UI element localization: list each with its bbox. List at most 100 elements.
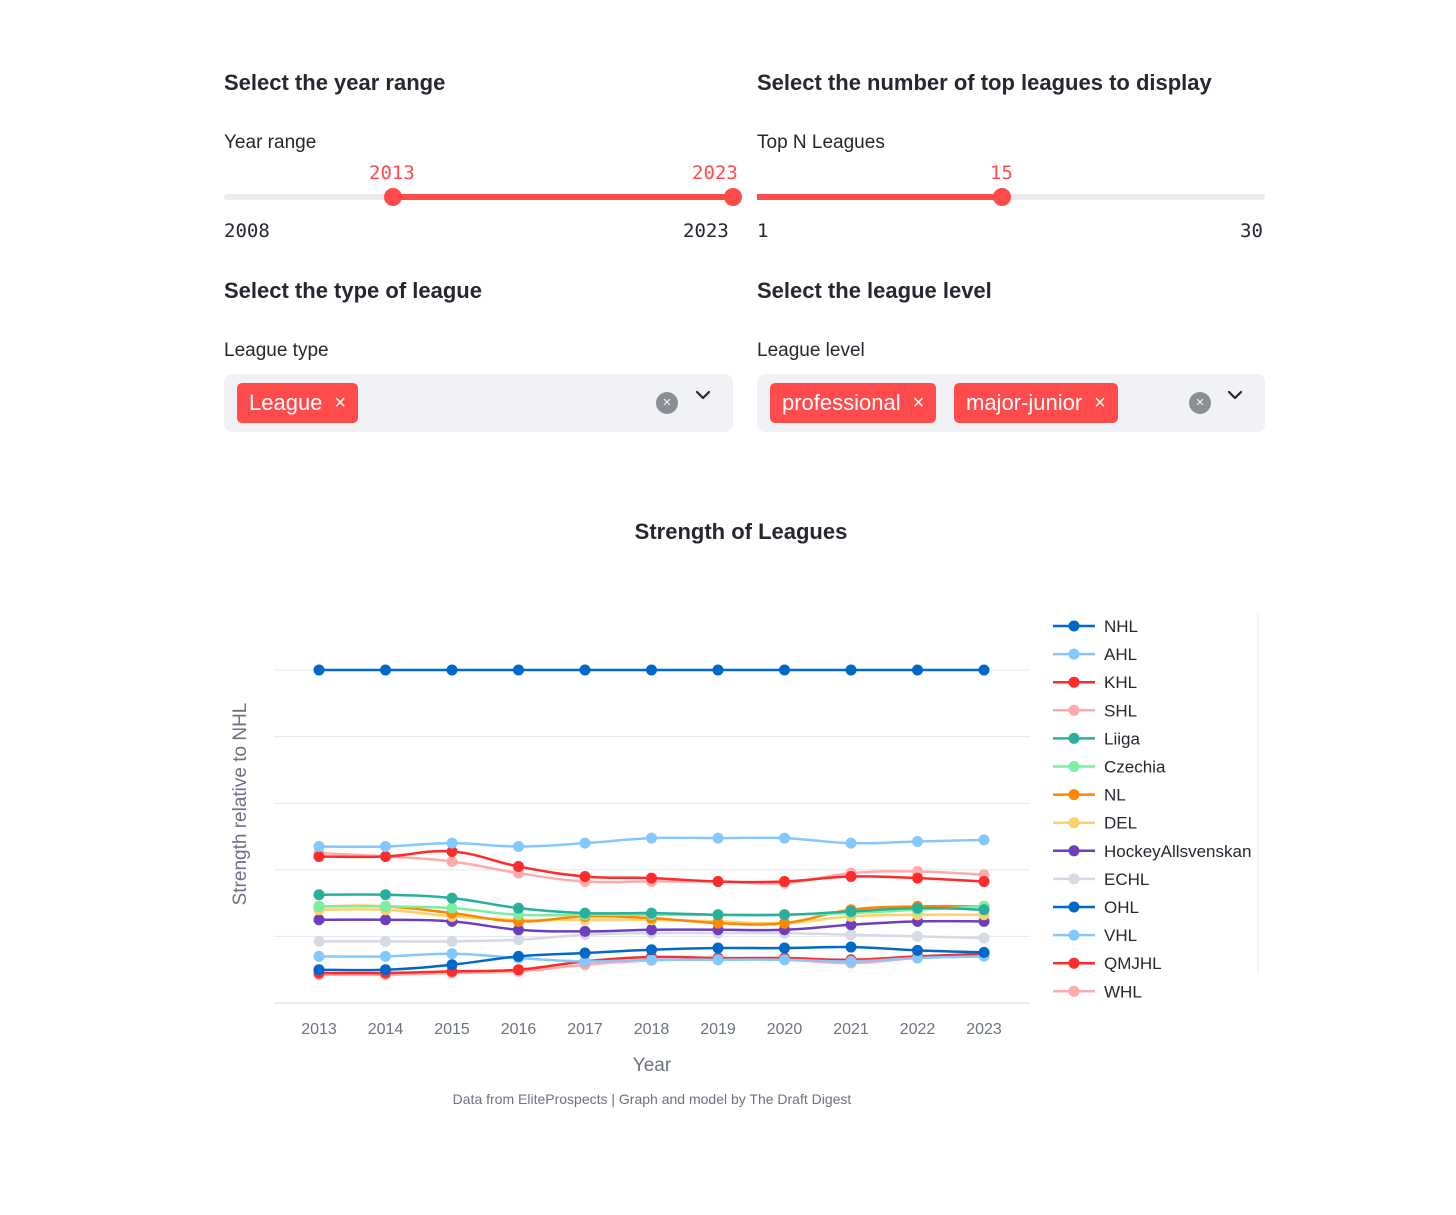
legend-item-nhl[interactable]: NHL — [1053, 617, 1138, 636]
data-point-ohl[interactable] — [912, 944, 923, 956]
data-point-khl[interactable] — [646, 872, 657, 884]
data-point-ohl[interactable] — [579, 947, 591, 959]
data-point-nhl[interactable] — [978, 664, 990, 676]
legend-item-shl[interactable]: SHL — [1053, 701, 1137, 720]
league-level-chevron-down-icon[interactable] — [1226, 386, 1244, 409]
data-point-liiga[interactable] — [912, 902, 923, 914]
data-point-ohl[interactable] — [380, 964, 391, 976]
data-point-echl[interactable] — [978, 932, 990, 944]
legend-item-whl[interactable]: WHL — [1053, 982, 1142, 1001]
legend-item-ahl[interactable]: AHL — [1053, 645, 1137, 664]
data-point-liiga[interactable] — [380, 889, 391, 901]
data-point-echl[interactable] — [845, 929, 857, 941]
data-point-czechia[interactable] — [446, 902, 458, 914]
data-point-khl[interactable] — [513, 860, 524, 872]
data-point-echl[interactable] — [513, 934, 524, 946]
data-point-vhl[interactable] — [446, 948, 458, 960]
data-point-ahl[interactable] — [978, 834, 990, 846]
data-point-ahl[interactable] — [646, 832, 657, 844]
legend-item-czechia[interactable]: Czechia — [1053, 758, 1166, 777]
chip-remove-icon[interactable]: × — [912, 391, 925, 414]
data-point-khl[interactable] — [912, 872, 923, 884]
data-point-nhl[interactable] — [313, 664, 325, 676]
data-point-echl[interactable] — [912, 930, 923, 942]
data-point-nhl[interactable] — [779, 664, 790, 676]
data-point-ohl[interactable] — [313, 964, 325, 976]
data-point-nhl[interactable] — [446, 664, 458, 676]
data-point-ahl[interactable] — [779, 832, 790, 844]
data-point-khl[interactable] — [978, 875, 990, 887]
data-point-echl[interactable] — [313, 935, 325, 947]
data-point-vhl[interactable] — [380, 950, 391, 962]
league-level-clear-icon[interactable]: × — [1189, 392, 1211, 414]
data-point-ohl[interactable] — [712, 942, 724, 954]
league-level-chip[interactable]: major-junior × — [954, 383, 1118, 423]
data-point-vhl[interactable] — [579, 955, 591, 967]
data-point-nhl[interactable] — [646, 664, 657, 676]
data-point-khl[interactable] — [446, 845, 458, 857]
legend-item-khl[interactable]: KHL — [1053, 673, 1137, 692]
data-point-nhl[interactable] — [845, 664, 857, 676]
data-point-ohl[interactable] — [646, 944, 657, 956]
legend-item-ohl[interactable]: OHL — [1053, 898, 1139, 917]
data-point-liiga[interactable] — [712, 909, 724, 921]
data-point-liiga[interactable] — [513, 902, 524, 914]
data-point-hockeyallsvenskan[interactable] — [513, 924, 524, 936]
data-point-liiga[interactable] — [446, 892, 458, 904]
data-point-vhl[interactable] — [845, 955, 857, 967]
data-point-liiga[interactable] — [978, 904, 990, 916]
data-point-nhl[interactable] — [912, 664, 923, 676]
top-n-slider-thumb[interactable] — [993, 188, 1011, 206]
data-point-hockeyallsvenskan[interactable] — [646, 924, 657, 936]
data-point-ohl[interactable] — [446, 959, 458, 971]
top-n-slider-track[interactable] — [757, 194, 1265, 200]
data-point-ohl[interactable] — [845, 941, 857, 953]
data-point-ahl[interactable] — [313, 840, 325, 852]
data-point-khl[interactable] — [380, 850, 391, 862]
data-point-hockeyallsvenskan[interactable] — [313, 914, 325, 926]
data-point-shl[interactable] — [446, 855, 458, 867]
data-point-ahl[interactable] — [845, 837, 857, 849]
data-point-liiga[interactable] — [579, 907, 591, 919]
data-point-nhl[interactable] — [380, 664, 391, 676]
data-point-echl[interactable] — [446, 935, 458, 947]
data-point-vhl[interactable] — [313, 950, 325, 962]
league-type-chevron-down-icon[interactable] — [694, 386, 712, 409]
league-type-chip[interactable]: League × — [237, 383, 359, 423]
data-point-echl[interactable] — [380, 935, 391, 947]
data-point-hockeyallsvenskan[interactable] — [579, 925, 591, 937]
data-point-nhl[interactable] — [712, 664, 724, 676]
data-point-khl[interactable] — [712, 875, 724, 887]
data-point-hockeyallsvenskan[interactable] — [380, 914, 391, 926]
data-point-nl[interactable] — [712, 917, 724, 929]
league-type-clear-icon[interactable]: × — [656, 392, 678, 414]
data-point-ahl[interactable] — [579, 837, 591, 849]
legend-item-liiga[interactable]: Liiga — [1053, 729, 1140, 748]
legend-item-echl[interactable]: ECHL — [1053, 870, 1149, 889]
data-point-vhl[interactable] — [646, 954, 657, 966]
data-point-czechia[interactable] — [313, 900, 325, 912]
year-high-slider-thumb[interactable] — [724, 188, 742, 206]
data-point-ohl[interactable] — [978, 946, 990, 958]
data-point-ahl[interactable] — [912, 835, 923, 847]
chip-remove-icon[interactable]: × — [334, 391, 347, 414]
data-point-khl[interactable] — [313, 850, 325, 862]
legend-item-qmjhl[interactable]: QMJHL — [1053, 954, 1162, 973]
chip-remove-icon[interactable]: × — [1094, 391, 1106, 414]
data-point-liiga[interactable] — [646, 907, 657, 919]
data-point-liiga[interactable] — [845, 905, 857, 917]
legend-item-hockeyallsvenskan[interactable]: HockeyAllsvenskan — [1053, 842, 1251, 861]
data-point-ahl[interactable] — [446, 837, 458, 849]
data-point-nhl[interactable] — [579, 664, 591, 676]
data-point-khl[interactable] — [845, 870, 857, 882]
legend-item-del[interactable]: DEL — [1053, 814, 1137, 833]
data-point-nhl[interactable] — [513, 664, 524, 676]
legend-item-vhl[interactable]: VHL — [1053, 926, 1137, 945]
data-point-nl[interactable] — [779, 917, 790, 929]
data-point-liiga[interactable] — [313, 889, 325, 901]
data-point-vhl[interactable] — [779, 954, 790, 966]
data-point-liiga[interactable] — [779, 909, 790, 921]
data-point-ahl[interactable] — [712, 832, 724, 844]
data-point-czechia[interactable] — [380, 900, 391, 912]
legend-item-nl[interactable]: NL — [1053, 786, 1126, 805]
